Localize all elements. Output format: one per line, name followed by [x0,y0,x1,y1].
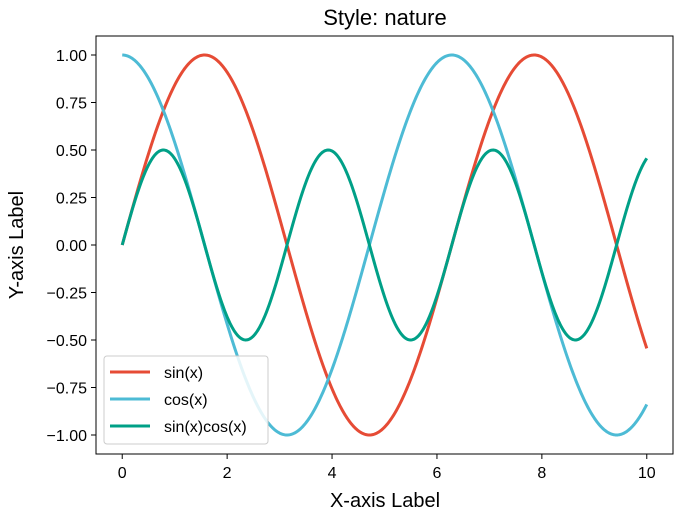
x-axis-label: X-axis Label [330,490,440,512]
legend-label: sin(x)cos(x) [164,419,247,436]
y-tick-label: 0.25 [56,191,87,208]
legend-label: cos(x) [164,392,208,409]
y-tick-label: 0.50 [56,143,87,160]
x-tick-label: 8 [537,465,546,482]
x-axis-ticks: 0 2 4 6 8 10 [118,454,656,482]
plot-lines [120,53,649,437]
series-line-3 [120,148,649,342]
y-axis-label: Y-axis Label [6,191,28,299]
legend-label: sin(x) [164,365,203,382]
x-tick-label: 2 [223,465,232,482]
y-tick-label: 0.00 [56,238,87,255]
chart-title: Style: nature [323,5,447,30]
series-line-1 [120,53,649,437]
legend: sin(x)cos(x)sin(x)cos(x) [103,355,269,445]
legend-box [103,355,269,445]
y-axis-ticks: −1.00 −0.75 −0.50 −0.25 0.00 0.25 0.50 0.75 1.00 [47,48,96,445]
x-tick-label: 10 [638,465,656,482]
y-tick-label: 1.00 [56,48,87,65]
y-tick-label: −0.50 [47,333,88,350]
x-tick-label: 6 [433,465,442,482]
x-tick-label: 0 [118,465,127,482]
x-tick-label: 4 [328,465,337,482]
y-tick-label: −0.25 [47,286,88,303]
y-tick-label: −0.75 [47,381,88,398]
y-tick-label: 0.75 [56,96,87,113]
y-tick-label: −1.00 [47,428,88,445]
